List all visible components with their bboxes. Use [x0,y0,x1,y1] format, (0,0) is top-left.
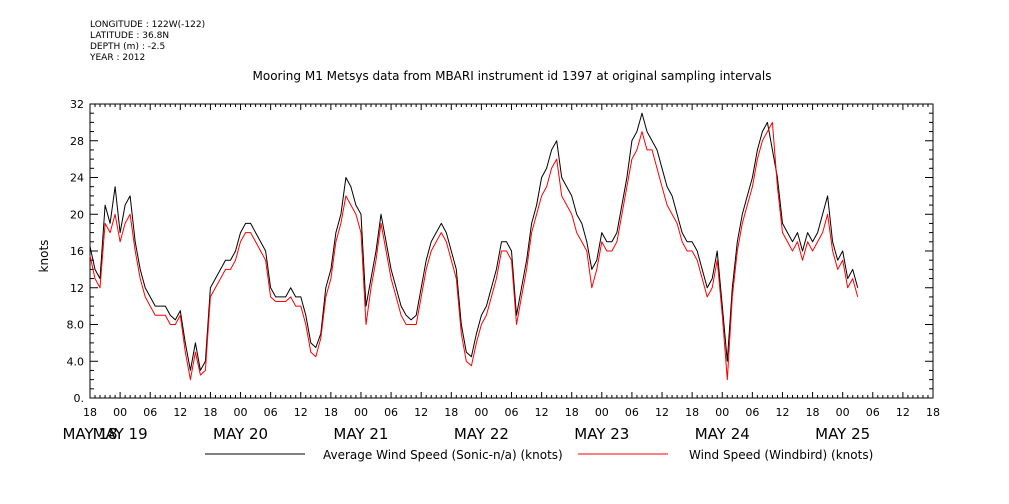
depth-text: DEPTH (m) : -2.5 [90,42,166,52]
x-tick-label: 12 [775,406,789,419]
x-tick-label: 00 [836,406,850,419]
series-line-2 [89,121,859,381]
x-tick-label: 18 [203,406,217,419]
y-tick-label: 8.0 [67,319,85,332]
x-day-label: MAY 25 [815,425,870,443]
y-tick-label: 0. [74,392,85,405]
x-tick-label: 06 [143,406,157,419]
x-tick-label: 18 [685,406,699,419]
legend-label-2: Wind Speed (Windbird) (knots) [689,448,873,462]
x-tick-label: 00 [354,406,368,419]
x-tick-label: 06 [264,406,278,419]
x-tick-label: 06 [505,406,519,419]
x-tick-label: 12 [173,406,187,419]
x-tick-label: 18 [565,406,579,419]
longitude-text: LONGITUDE : 122W(-122) [90,20,206,30]
x-tick-label: 06 [745,406,759,419]
x-day-label: MAY 24 [695,425,750,443]
x-tick-label: 12 [896,406,910,419]
x-tick-label: 12 [294,406,308,419]
x-day-label: MAY 19 [93,425,148,443]
x-tick-label: 18 [324,406,338,419]
ticks-layer: 0. 4.0 8.0 12 16 20 24 28 32 18 00 06 12 18 00 06 12 18 00… [62,98,940,443]
y-tick-label: 4.0 [67,355,85,368]
latitude-text: LATITUDE : 36.8N [90,31,170,41]
x-tick-label: 18 [444,406,458,419]
y-tick-label: 32 [70,98,84,111]
x-tick-label: 12 [535,406,549,419]
x-day-label: MAY 18 [62,425,117,443]
x-tick-label: 18 [83,406,97,419]
x-tick-label: 06 [866,406,880,419]
metadata-block: LONGITUDE : 122W(-122) LATITUDE : 36.8N … [90,20,205,64]
x-tick-label: 18 [926,406,940,419]
x-tick-label: 12 [655,406,669,419]
x-tick-label: 06 [384,406,398,419]
x-tick-label: 18 [806,406,820,419]
chart-title: Mooring M1 Metsys data from MBARI instru… [253,69,772,83]
x-day-label: MAY 23 [574,425,629,443]
x-tick-label: 06 [625,406,639,419]
legend-label-1: Average Wind Speed (Sonic-n/a) (knots) [323,448,563,462]
x-tick-label: 00 [234,406,248,419]
series-layer [89,112,859,381]
x-tick-label: 00 [113,406,127,419]
y-tick-label: 24 [70,172,84,185]
x-tick-label: 00 [715,406,729,419]
x-day-label: MAY 21 [333,425,388,443]
x-tick-label: 12 [414,406,428,419]
legend: Average Wind Speed (Sonic-n/a) (knots) Wi… [205,448,873,462]
series-line-1 [89,112,859,371]
x-day-label: MAY 20 [213,425,268,443]
y-tick-label: 20 [70,208,84,221]
x-day-label: MAY 22 [454,425,509,443]
y-tick-label: 28 [70,135,84,148]
x-tick-label: 00 [595,406,609,419]
year-text: YEAR : 2012 [90,53,146,63]
y-axis-label: knots [37,240,51,273]
x-tick-label: 00 [474,406,488,419]
y-tick-label: 12 [70,282,84,295]
y-tick-label: 16 [70,245,84,258]
